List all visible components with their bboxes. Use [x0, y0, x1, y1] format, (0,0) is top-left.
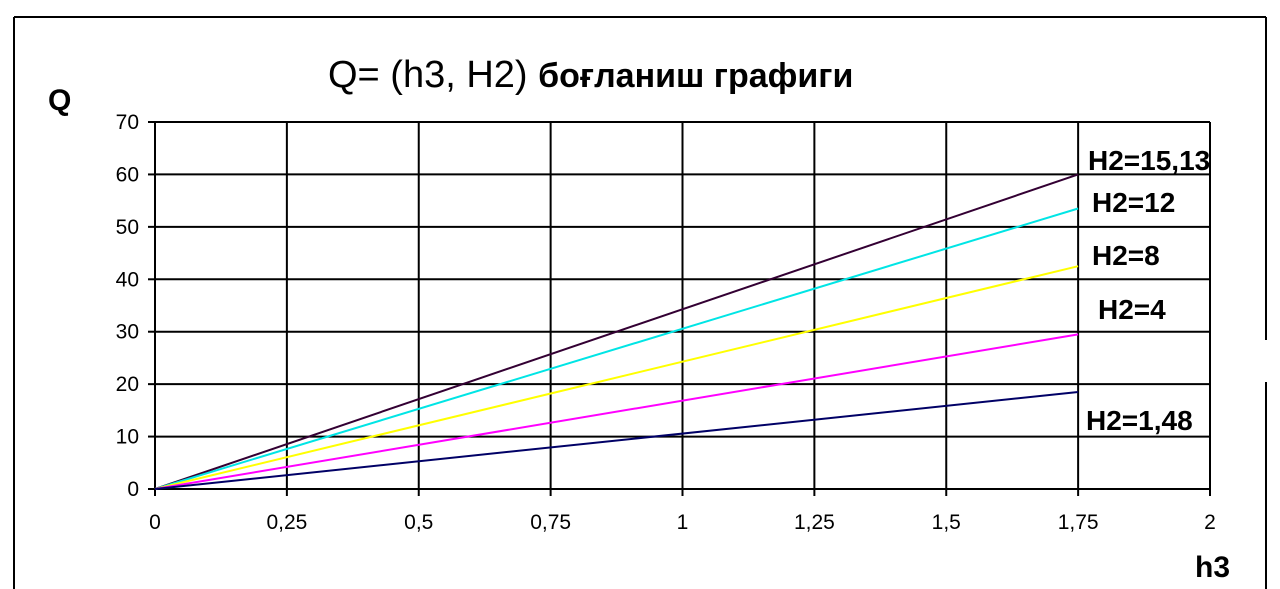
- series-line: [154, 173, 1079, 490]
- chart-title: Q= (h3, H2) боғланиш графиги: [328, 54, 853, 96]
- y-axis-label: Q: [48, 84, 71, 117]
- series-label: H2=1,48: [1086, 405, 1193, 436]
- series-labels: H2=15,13 H2=12 H2=8 H2=4 H2=1,48: [1086, 145, 1210, 436]
- y-tick-label: 60: [116, 163, 139, 186]
- x-tick-label: 1: [677, 511, 689, 534]
- series-line: [154, 333, 1079, 490]
- x-tick-label: 1,25: [794, 511, 835, 534]
- series-line: [154, 207, 1079, 490]
- series-label: H2=4: [1098, 294, 1166, 325]
- y-tick-label: 10: [116, 426, 139, 449]
- x-tick-label: 1,5: [932, 511, 961, 534]
- grid: [148, 121, 1211, 496]
- y-tick-label: 20: [116, 373, 139, 396]
- x-tick-label: 1,75: [1058, 511, 1099, 534]
- x-tick-label: 0,5: [404, 511, 433, 534]
- x-tick-label: 2: [1204, 511, 1216, 534]
- series-label: H2=12: [1092, 187, 1175, 218]
- x-axis-label: h3: [1195, 551, 1230, 584]
- series-line: [154, 265, 1079, 490]
- series-line: [154, 391, 1079, 490]
- series-lines: [154, 173, 1079, 490]
- x-tick-label: 0: [149, 511, 161, 534]
- y-tick-label: 50: [116, 216, 139, 239]
- y-tick-label: 40: [116, 268, 139, 291]
- y-tick-label: 0: [127, 478, 139, 501]
- chart-frame: [13, 16, 1267, 589]
- series-label: H2=15,13: [1088, 145, 1210, 176]
- y-tick-label: 70: [116, 111, 139, 134]
- x-tick-label: 0,75: [530, 511, 571, 534]
- y-tick-label: 30: [116, 321, 139, 344]
- series-label: H2=8: [1092, 240, 1160, 271]
- x-tick-label: 0,25: [266, 511, 307, 534]
